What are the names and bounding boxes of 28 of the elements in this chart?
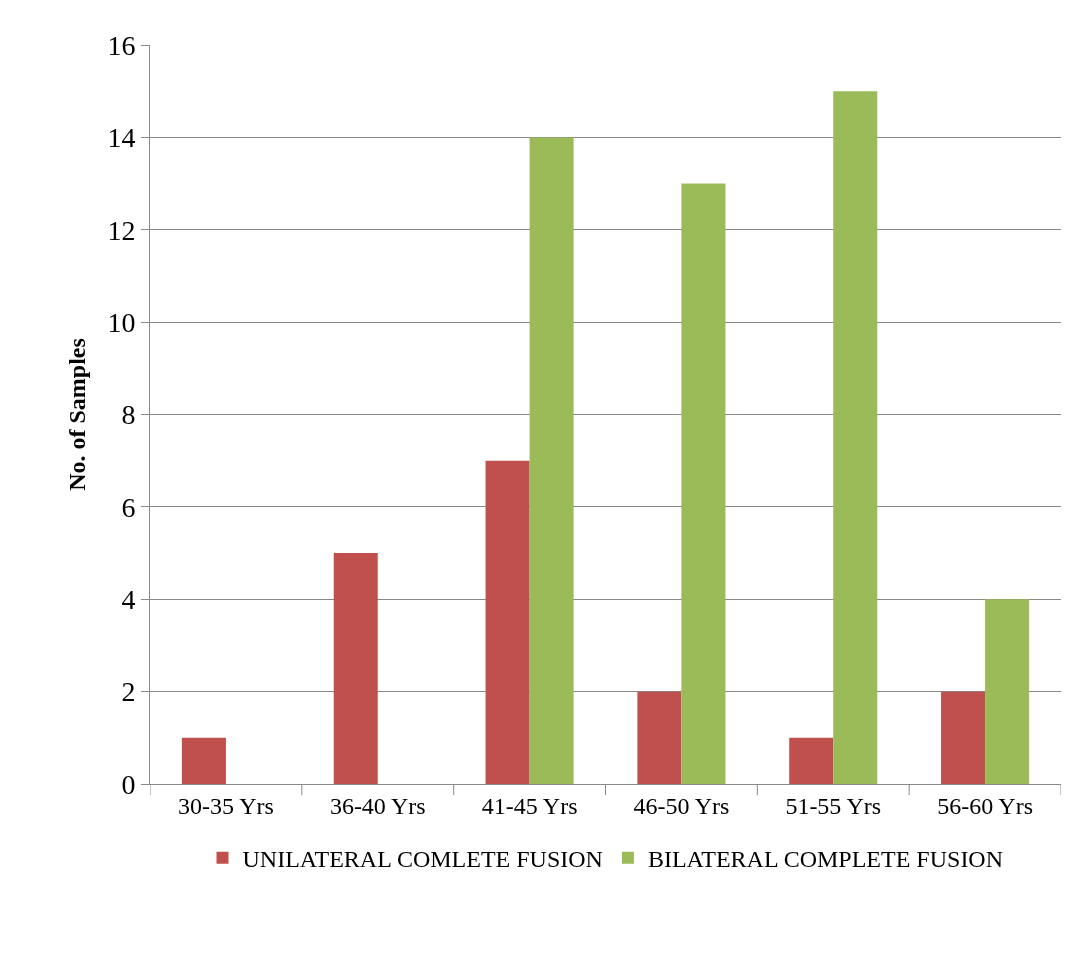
- bar: [181, 737, 226, 784]
- y-tick-label: 16: [107, 29, 136, 61]
- x-tick-label: 51-55 Yrs: [785, 792, 882, 819]
- bar: [985, 599, 1030, 784]
- legend-label: UNILATERAL COMLETE FUSION: [242, 846, 603, 873]
- y-tick-label: 0: [121, 768, 136, 800]
- y-tick-label: 14: [107, 122, 136, 154]
- bar: [941, 691, 986, 784]
- y-tick-label: 6: [121, 491, 136, 523]
- bar: [833, 91, 878, 784]
- y-tick-label: 2: [121, 676, 136, 708]
- y-axis-title: No. of Samples: [63, 338, 90, 491]
- y-tick-label: 12: [107, 214, 136, 246]
- bar: [789, 737, 834, 784]
- bar: [485, 460, 530, 784]
- bar: [637, 691, 682, 784]
- bar: [681, 183, 726, 784]
- x-tick-label: 36-40 Yrs: [329, 792, 426, 819]
- bar: [333, 553, 378, 784]
- y-tick-label: 4: [121, 584, 136, 616]
- x-tick-label: 30-35 Yrs: [178, 792, 274, 819]
- legend-label: BILATERAL COMPLETE FUSION: [647, 846, 1004, 873]
- x-tick-label: 41-45 Yrs: [481, 792, 578, 819]
- x-tick-label: 46-50 Yrs: [633, 792, 730, 819]
- y-tick-label: 10: [107, 306, 136, 338]
- bar: [529, 137, 574, 784]
- y-tick-label: 8: [121, 399, 136, 431]
- x-tick-label: 56-60 Yrs: [937, 792, 1033, 819]
